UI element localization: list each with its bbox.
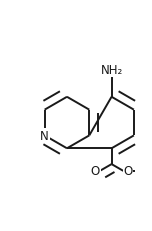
- Text: NH₂: NH₂: [100, 64, 123, 77]
- Text: O: O: [123, 165, 132, 178]
- Text: N: N: [40, 129, 49, 142]
- Text: O: O: [91, 165, 100, 178]
